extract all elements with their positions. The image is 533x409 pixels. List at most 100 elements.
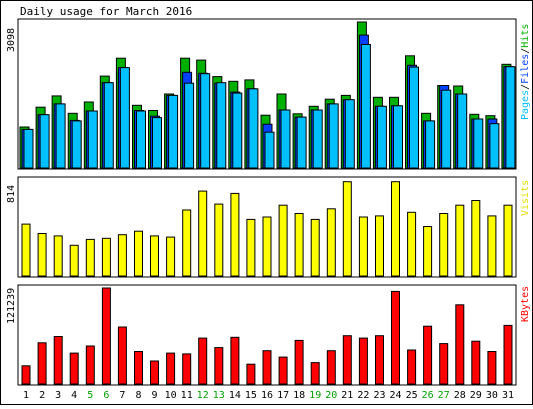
legend-sep-1: / (520, 84, 531, 90)
day-label: 21 (341, 390, 353, 401)
pages-bar (280, 109, 291, 169)
visits-bar (342, 181, 352, 277)
kbytes-bar (294, 339, 304, 385)
pages-bar (216, 82, 227, 169)
legend-pages: Pages (520, 90, 531, 120)
kbytes-bar (117, 326, 127, 385)
kbytes-bar (214, 347, 224, 385)
kbytes-bar (503, 324, 513, 385)
pages-bar (23, 128, 34, 169)
visits-bar (198, 190, 208, 277)
day-label: 12 (197, 390, 209, 401)
kbytes-bar (391, 290, 400, 385)
visits-bar (69, 244, 79, 277)
visits-bar (278, 204, 288, 277)
day-label: 29 (470, 390, 482, 401)
day-label: 2 (39, 390, 45, 401)
pages-bar (296, 116, 307, 169)
day-label: 8 (135, 390, 141, 401)
visits-bar (294, 213, 304, 277)
pages-bar (376, 105, 387, 169)
visits-bar (117, 234, 127, 277)
visits-bar (53, 235, 63, 277)
visits-bar (182, 209, 192, 277)
kbytes-bar (198, 337, 208, 385)
visits-bars (21, 181, 513, 277)
kbytes-bar (101, 287, 111, 385)
visits-bar (423, 226, 433, 277)
visits-bar (326, 208, 336, 277)
day-label: 15 (245, 390, 257, 401)
legend-visits: Visits (520, 180, 531, 216)
day-label: 7 (119, 390, 125, 401)
day-label: 19 (309, 390, 321, 401)
day-label: 22 (357, 390, 369, 401)
day-label: 5 (87, 390, 93, 401)
visits-bar (134, 230, 143, 277)
visits-bar (439, 213, 449, 277)
pages-bar (136, 110, 146, 169)
day-label: 20 (325, 390, 337, 401)
pages-bar (312, 109, 323, 169)
pages-bar (71, 120, 82, 169)
visits-bar (246, 218, 256, 277)
kbytes-bar (246, 363, 256, 385)
visits-bar (230, 192, 240, 277)
pages-bar (152, 117, 162, 169)
pages-bar (473, 118, 484, 169)
pages-bar (55, 103, 66, 169)
legend-sep-2: / (520, 48, 531, 54)
kbytes-bar (262, 350, 272, 385)
pages-bar (344, 99, 355, 169)
day-label: 26 (422, 390, 434, 401)
kbytes-bar (407, 349, 417, 385)
day-label: 31 (502, 390, 514, 401)
kbytes-bar (310, 362, 320, 385)
day-label: 17 (277, 390, 289, 401)
visits-bar (407, 211, 417, 277)
pages-bar (184, 82, 195, 169)
day-label: 24 (389, 390, 401, 401)
kbytes-bar (69, 352, 79, 385)
kbytes-bar (487, 351, 497, 385)
day-label: 10 (165, 390, 177, 401)
day-label: 1 (23, 390, 29, 401)
visits-bar (150, 235, 159, 277)
kbytes-bar (134, 351, 143, 385)
day-label: 18 (293, 390, 305, 401)
kbytes-bar (375, 335, 384, 385)
legend-files: Files (520, 54, 531, 84)
pages-bar (425, 120, 436, 169)
day-label: 28 (454, 390, 466, 401)
requests-legend: Pages/Files/Hits (520, 24, 531, 120)
kbytes-bar (471, 340, 481, 385)
kbytes-bar (85, 345, 95, 385)
kbytes-bar (326, 350, 336, 385)
pages-bar (200, 73, 211, 169)
pages-bar (232, 92, 243, 169)
kbytes-ymax-label: 121239 (6, 288, 17, 324)
day-label: 25 (406, 390, 418, 401)
visits-bar (487, 215, 497, 277)
visits-bar (375, 215, 384, 277)
kbytes-bar (439, 343, 449, 385)
day-label: 4 (71, 390, 77, 401)
day-label: 30 (486, 390, 498, 401)
day-label: 14 (229, 390, 241, 401)
day-label: 16 (261, 390, 273, 401)
kbytes-bar (150, 360, 159, 385)
requests-bars (19, 21, 516, 169)
visits-bar (391, 181, 400, 277)
day-label: 27 (438, 390, 450, 401)
chart-title: Daily usage for March 2016 (20, 5, 192, 18)
kbytes-bar (53, 336, 63, 385)
pages-bar (103, 82, 114, 169)
day-label: 11 (181, 390, 193, 401)
pages-bar (457, 93, 468, 169)
pages-bar (119, 67, 130, 169)
kbytes-bar (182, 353, 192, 385)
pages-bar (168, 94, 179, 169)
pages-bar (87, 110, 98, 169)
